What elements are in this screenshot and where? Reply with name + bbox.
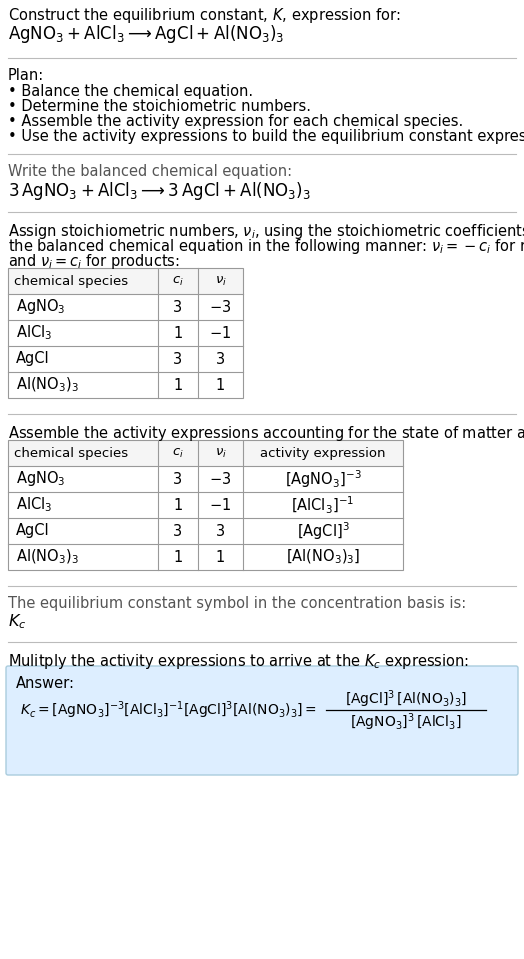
Text: [Al(NO$_3$)$_3$]: [Al(NO$_3$)$_3$] bbox=[286, 548, 360, 566]
Text: and $\nu_i = c_i$ for products:: and $\nu_i = c_i$ for products: bbox=[8, 252, 180, 271]
Bar bbox=[8, 440, 403, 570]
Text: $K_c$: $K_c$ bbox=[8, 612, 26, 631]
Text: chemical species: chemical species bbox=[14, 274, 128, 288]
Text: $\mathrm{AgNO_3 + AlCl_3 \longrightarrow AgCl + Al(NO_3)_3}$: $\mathrm{AgNO_3 + AlCl_3 \longrightarrow… bbox=[8, 23, 285, 45]
Text: • Use the activity expressions to build the equilibrium constant expression.: • Use the activity expressions to build … bbox=[8, 129, 524, 144]
Text: 3: 3 bbox=[216, 524, 225, 539]
Text: $-3$: $-3$ bbox=[210, 471, 232, 487]
FancyBboxPatch shape bbox=[6, 666, 518, 775]
Text: $c_i$: $c_i$ bbox=[172, 447, 184, 459]
Text: $\nu_i$: $\nu_i$ bbox=[214, 274, 226, 288]
Text: $-1$: $-1$ bbox=[210, 497, 232, 513]
Text: Al(NO$_3$)$_3$: Al(NO$_3$)$_3$ bbox=[16, 548, 79, 566]
Text: AgNO$_3$: AgNO$_3$ bbox=[16, 297, 66, 316]
Text: 1: 1 bbox=[173, 325, 183, 340]
Text: the balanced chemical equation in the following manner: $\nu_i = -c_i$ for react: the balanced chemical equation in the fo… bbox=[8, 237, 524, 256]
Text: Assemble the activity expressions accounting for the state of matter and $\nu_i$: Assemble the activity expressions accoun… bbox=[8, 424, 524, 443]
Text: Al(NO$_3$)$_3$: Al(NO$_3$)$_3$ bbox=[16, 376, 79, 394]
Text: $\mathrm{3\,AgNO_3 + AlCl_3 \longrightarrow 3\,AgCl + Al(NO_3)_3}$: $\mathrm{3\,AgNO_3 + AlCl_3 \longrightar… bbox=[8, 180, 311, 202]
Text: chemical species: chemical species bbox=[14, 447, 128, 459]
Text: AgCl: AgCl bbox=[16, 352, 50, 366]
Text: • Balance the chemical equation.: • Balance the chemical equation. bbox=[8, 84, 253, 99]
Text: AlCl$_3$: AlCl$_3$ bbox=[16, 496, 52, 514]
Text: 3: 3 bbox=[173, 524, 182, 539]
Text: AgCl: AgCl bbox=[16, 524, 50, 539]
Text: • Assemble the activity expression for each chemical species.: • Assemble the activity expression for e… bbox=[8, 114, 463, 129]
Text: [AlCl$_3$]$^{-1}$: [AlCl$_3$]$^{-1}$ bbox=[291, 495, 355, 516]
Text: The equilibrium constant symbol in the concentration basis is:: The equilibrium constant symbol in the c… bbox=[8, 596, 466, 611]
Text: $[\mathrm{AgNO_3}]^3\,[\mathrm{AlCl_3}]$: $[\mathrm{AgNO_3}]^3\,[\mathrm{AlCl_3}]$ bbox=[350, 712, 462, 733]
Text: Plan:: Plan: bbox=[8, 68, 44, 83]
Text: Assign stoichiometric numbers, $\nu_i$, using the stoichiometric coefficients, $: Assign stoichiometric numbers, $\nu_i$, … bbox=[8, 222, 524, 241]
Text: AgNO$_3$: AgNO$_3$ bbox=[16, 470, 66, 488]
Text: $c_i$: $c_i$ bbox=[172, 274, 184, 288]
Text: 3: 3 bbox=[216, 352, 225, 366]
Text: $-1$: $-1$ bbox=[210, 325, 232, 341]
Text: 1: 1 bbox=[173, 498, 183, 512]
Text: 1: 1 bbox=[173, 378, 183, 392]
Text: Write the balanced chemical equation:: Write the balanced chemical equation: bbox=[8, 164, 292, 179]
Text: 1: 1 bbox=[173, 550, 183, 565]
Bar bbox=[8, 440, 403, 466]
Text: Mulitply the activity expressions to arrive at the $K_c$ expression:: Mulitply the activity expressions to arr… bbox=[8, 652, 469, 671]
Text: 1: 1 bbox=[216, 550, 225, 565]
Text: 3: 3 bbox=[173, 472, 182, 486]
Text: activity expression: activity expression bbox=[260, 447, 386, 459]
Text: Construct the equilibrium constant, $K$, expression for:: Construct the equilibrium constant, $K$,… bbox=[8, 6, 401, 25]
Text: [AgNO$_3$]$^{-3}$: [AgNO$_3$]$^{-3}$ bbox=[285, 468, 362, 490]
Text: Answer:: Answer: bbox=[16, 676, 75, 691]
Text: 1: 1 bbox=[216, 378, 225, 392]
Text: 3: 3 bbox=[173, 299, 182, 315]
Text: AlCl$_3$: AlCl$_3$ bbox=[16, 323, 52, 342]
Text: $K_c = [\mathrm{AgNO_3}]^{-3}[\mathrm{AlCl_3}]^{-1}[\mathrm{AgCl}]^3[\mathrm{Al(: $K_c = [\mathrm{AgNO_3}]^{-3}[\mathrm{Al… bbox=[20, 699, 317, 721]
Text: $-3$: $-3$ bbox=[210, 299, 232, 315]
Text: $[\mathrm{AgCl}]^3\,[\mathrm{Al(NO_3)_3}]$: $[\mathrm{AgCl}]^3\,[\mathrm{Al(NO_3)_3}… bbox=[345, 689, 467, 710]
Text: [AgCl]$^3$: [AgCl]$^3$ bbox=[297, 520, 350, 542]
Bar bbox=[8, 268, 243, 398]
Bar bbox=[8, 268, 243, 294]
Text: 3: 3 bbox=[173, 352, 182, 366]
Text: • Determine the stoichiometric numbers.: • Determine the stoichiometric numbers. bbox=[8, 99, 311, 114]
Text: $\nu_i$: $\nu_i$ bbox=[214, 447, 226, 459]
